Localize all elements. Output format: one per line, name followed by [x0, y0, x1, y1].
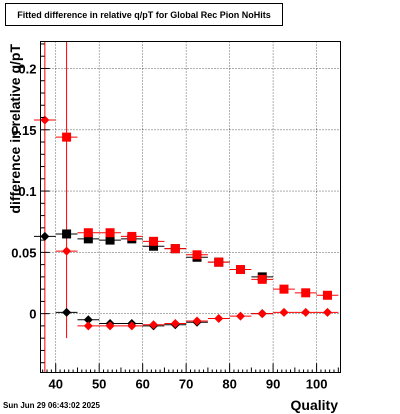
y-tick-label: 0.05 [11, 245, 36, 260]
y-tick-label: 0.2 [18, 61, 36, 76]
series-0-point-2 [105, 235, 115, 245]
series-3-point-4 [127, 321, 137, 331]
data-layer [33, 41, 339, 373]
series-2-point-6 [192, 250, 202, 260]
y-tick-label: 0.15 [11, 123, 36, 138]
series-3-point-13 [322, 307, 332, 317]
series-3-point-2 [83, 321, 93, 331]
series-2-point-9 [257, 274, 267, 284]
series-1-point-1 [62, 307, 72, 317]
series-3-point-9 [236, 311, 245, 321]
series-1-point-0 [40, 231, 50, 241]
series-0-point-0 [62, 229, 72, 239]
series-2-point-1 [83, 228, 93, 238]
series-2-point-10 [279, 284, 289, 294]
series-0-point-1 [83, 234, 93, 244]
series-3-point-0 [40, 115, 50, 125]
x-tick-label: 50 [92, 377, 106, 392]
series-2-point-2 [105, 228, 115, 238]
series-3-point-1 [62, 246, 72, 256]
series-0-point-4 [149, 241, 159, 251]
timestamp: Sun Jun 29 06:43:02 2025 [3, 401, 100, 410]
series-3-point-12 [301, 307, 311, 317]
axis-ticks [40, 43, 339, 373]
x-tick-label: 100 [306, 377, 328, 392]
series-3-point-5 [149, 320, 159, 330]
x-tick-label: 70 [179, 377, 193, 392]
grid-lines [40, 41, 341, 373]
series-2-point-12 [322, 290, 332, 300]
series-2-point-11 [301, 288, 311, 298]
series-2-point-4 [149, 236, 159, 246]
y-tick-label: 0.1 [18, 184, 36, 199]
chart-title: Fitted difference in relative q/pT for G… [17, 9, 271, 20]
series-3-point-3 [105, 321, 115, 331]
y-axis-title: difference in relative q/pT [7, 44, 23, 214]
x-tick-label: 90 [266, 377, 280, 392]
series-3-point-8 [214, 314, 224, 324]
series-2-point-7 [214, 257, 224, 267]
x-tick-label: 80 [222, 377, 236, 392]
series-3-point-10 [257, 309, 267, 319]
series-2-point-3 [127, 231, 137, 241]
series-2-point-0 [62, 132, 72, 142]
series-2-point-8 [236, 265, 245, 275]
plot-frame [40, 41, 341, 373]
series-1-point-2 [83, 315, 93, 325]
tick-labels: 40 50 60 70 80 90 100 0 0.05 0.1 0.15 0.2 [11, 61, 327, 391]
x-tick-label: 60 [135, 377, 149, 392]
series-3-point-7 [192, 316, 202, 326]
series-2-point-5 [170, 244, 180, 254]
series-3-point-6 [170, 318, 180, 328]
series-3-point-11 [279, 307, 289, 317]
chart-title-box: Fitted difference in relative q/pT for G… [5, 3, 283, 26]
x-axis-title: Quality [291, 397, 339, 413]
y-tick-label: 0 [29, 307, 36, 322]
x-tick-label: 40 [48, 377, 62, 392]
